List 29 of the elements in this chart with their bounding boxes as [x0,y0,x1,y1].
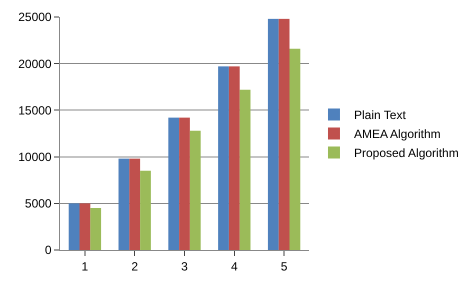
legend-label: Plain Text [354,108,406,122]
bar [168,118,180,250]
bar [268,18,279,250]
bar [140,170,151,250]
x-tick-label: 3 [181,259,188,274]
y-tick-label: 15000 [18,103,52,118]
y-tick-label: 25000 [18,10,52,24]
bar [118,158,130,250]
bar [90,208,102,250]
bar [179,118,190,250]
x-tick-label: 1 [82,259,89,274]
bar [278,18,290,250]
x-tick-label: 5 [280,259,288,274]
bar [218,66,229,250]
x-tick-label: 2 [131,259,138,274]
y-tick-label: 10000 [18,150,52,164]
bar [80,203,90,250]
legend-label: Proposed Algorithm [354,146,459,160]
y-tick-label: 5000 [24,196,52,211]
x-tick-label: 4 [230,259,238,274]
bar [190,130,201,250]
bar [68,203,80,250]
bar [129,158,140,250]
y-tick-label: 0 [44,243,52,258]
legend-label: AMEA Algorithm [354,127,441,142]
bar [240,90,250,250]
y-tick-label: 20000 [18,56,52,71]
bar [290,48,300,250]
bar [228,66,240,250]
